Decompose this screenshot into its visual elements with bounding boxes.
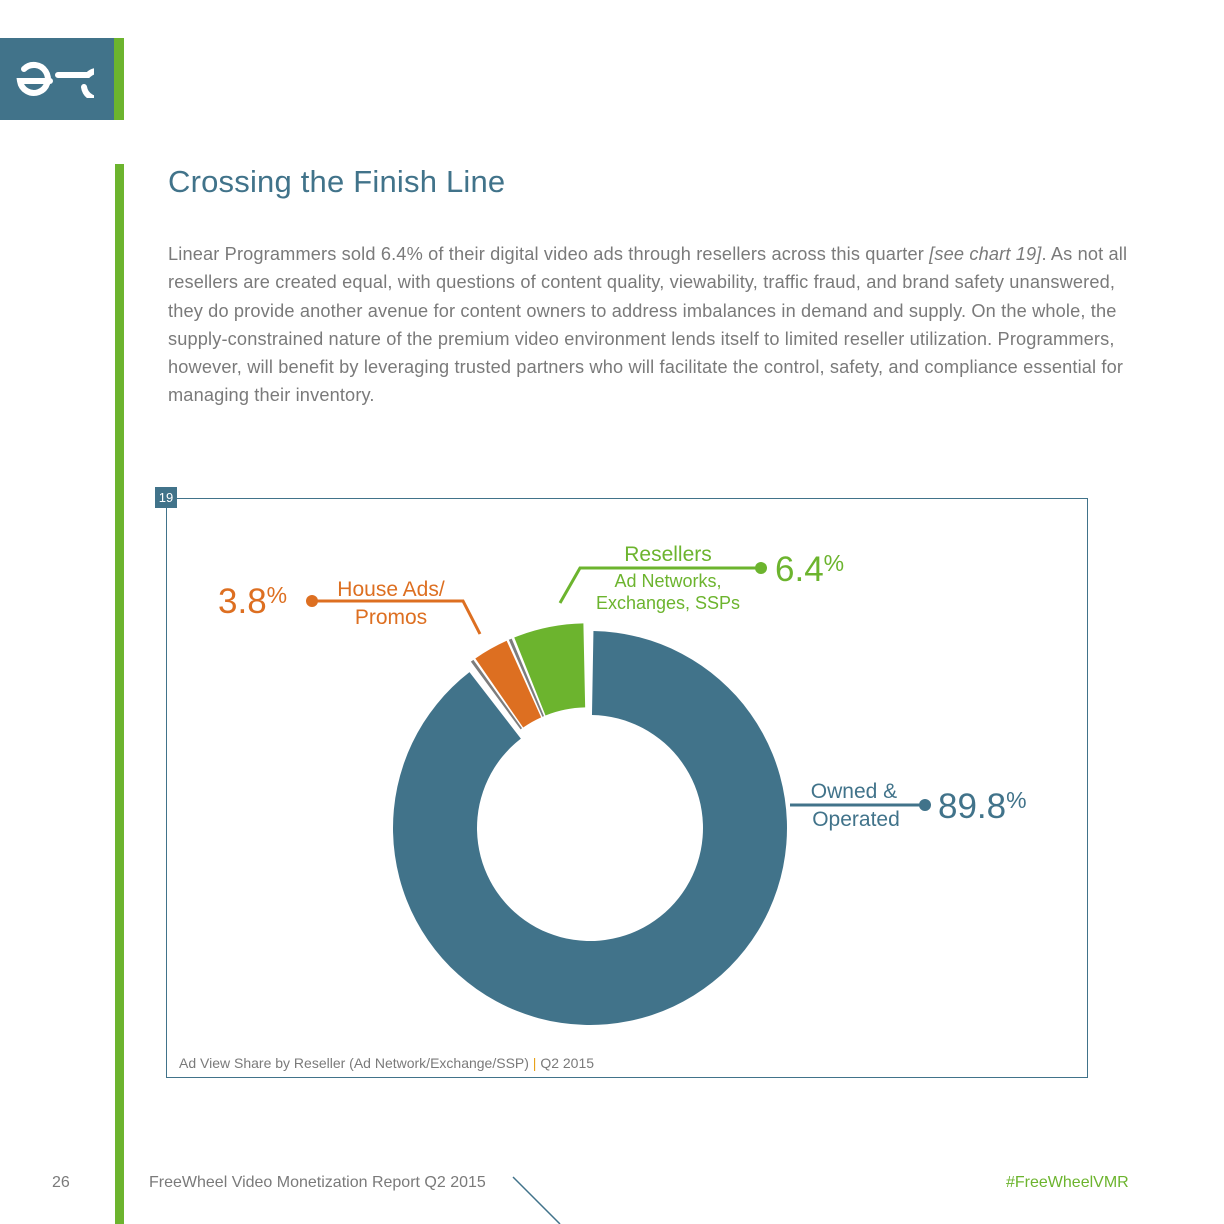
label-owned-operated: Owned & Operated 89.8% [790,780,1027,831]
chart-number-badge: 19 [155,487,177,508]
house-ads-value-unit: % [267,582,287,608]
house-ads-value: 3.8% [218,582,287,621]
house-ads-value-number: 3.8 [218,582,267,621]
label-house-ads: House Ads/ Promos 3.8% [218,578,482,635]
leader-dot-owned [919,799,931,811]
logo-accent-bar [114,38,124,120]
chart-frame [166,498,1088,1078]
side-accent-bar [115,164,124,1224]
slice-house-ads [475,640,542,728]
label-resellers: Resellers Ad Networks, Exchanges, SSPs 6… [558,543,844,613]
page-title: Crossing the Finish Line [168,164,506,199]
resellers-value-unit: % [824,550,844,576]
intro-text-end: . As not all resellers are created equal… [168,244,1128,406]
intro-text-start: Linear Programmers sold 6.4% of their di… [168,244,930,264]
caption-separator: | [532,1055,537,1071]
leader-dot-house [306,595,318,607]
leader-line-house [312,599,482,635]
leader-line-resellers [558,566,760,604]
resellers-sublabel-1: Ad Networks, [614,571,721,591]
caption-title: Ad View Share by Reseller (Ad Network/Ex… [179,1055,529,1071]
page-number: 26 [52,1174,70,1191]
owned-value-unit: % [1006,787,1026,813]
resellers-label: Resellers [624,543,712,566]
logo [0,38,114,120]
owned-value: 89.8% [938,787,1027,826]
owned-value-number: 89.8 [938,787,1006,826]
resellers-value: 6.4% [775,550,844,589]
footer-report-title: FreeWheel Video Monetization Report Q2 2… [149,1174,486,1191]
slice-resellers [514,623,586,716]
slice-divider [508,638,545,717]
footer-hashtag: #FreeWheelVMR [1006,1174,1129,1191]
chart-caption: Ad View Share by Reseller (Ad Network/Ex… [179,1055,594,1071]
chart-reference: [see chart 19] [929,244,1042,264]
slices-layer [393,623,788,1025]
slice-owned-operated [393,631,788,1025]
freewheel-logo-icon [16,61,94,98]
resellers-sublabel-2: Exchanges, SSPs [596,593,740,613]
owned-sublabel: Operated [812,808,900,831]
house-ads-label: House Ads/ [337,578,445,601]
caption-period: Q2 2015 [540,1055,595,1071]
house-ads-sublabel: Promos [355,606,427,629]
slice-divider [470,659,523,730]
resellers-value-number: 6.4 [775,550,824,589]
owned-label: Owned & [811,780,897,803]
leader-dot-resellers [755,562,767,574]
intro-paragraph: Linear Programmers sold 6.4% of their di… [168,240,1148,410]
footer-decorative-line [512,1176,561,1224]
